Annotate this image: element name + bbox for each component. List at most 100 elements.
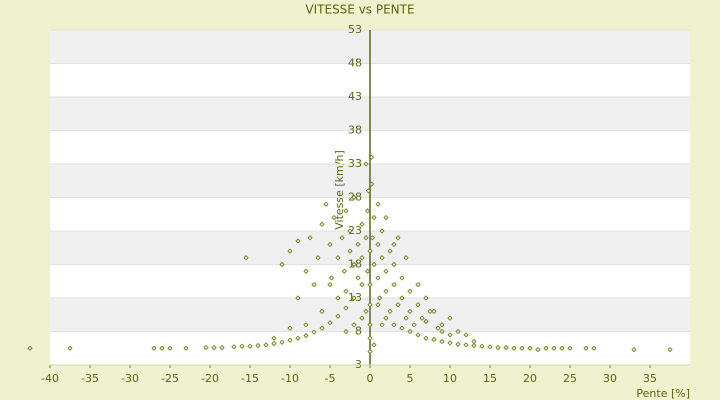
point: [391, 322, 397, 328]
point: [365, 188, 372, 194]
point: [551, 345, 557, 351]
point: [383, 268, 389, 274]
y-tick-label: 53: [348, 23, 362, 36]
chart-title: VITESSE vs PENTE: [305, 3, 414, 17]
point: [331, 214, 337, 221]
point: [247, 343, 253, 349]
point: [463, 342, 469, 348]
point: [279, 261, 285, 268]
point: [67, 345, 73, 351]
point: [351, 295, 357, 301]
point: [379, 228, 385, 234]
point: [375, 201, 381, 207]
point: [159, 345, 165, 351]
point: [415, 302, 421, 308]
point: [339, 235, 345, 241]
point: [503, 344, 509, 351]
point: [543, 345, 549, 351]
point: [399, 325, 405, 331]
y-tick-label: 23: [348, 224, 362, 237]
point: [559, 345, 565, 351]
x-tick-label: 5: [407, 372, 414, 385]
point: [423, 335, 429, 341]
point: [371, 214, 377, 221]
point: [379, 255, 385, 261]
point: [379, 322, 385, 328]
x-tick-label: 35: [643, 372, 657, 385]
y-tick-label: 33: [348, 157, 362, 170]
point: [363, 235, 369, 241]
point: [343, 208, 349, 214]
y-axis-label: Vitesse [km/h]: [333, 150, 346, 230]
point: [271, 335, 277, 341]
point: [364, 268, 371, 274]
point: [295, 295, 301, 301]
point: [368, 181, 375, 187]
point: [27, 345, 33, 351]
point: [327, 241, 333, 248]
point: [435, 325, 441, 331]
x-tick-label: -35: [81, 372, 99, 385]
point: [359, 221, 365, 227]
point: [415, 332, 421, 338]
point: [367, 281, 373, 288]
point: [403, 255, 409, 261]
x-tick-label: -30: [121, 372, 139, 385]
point: [487, 344, 493, 350]
point: [399, 295, 405, 301]
point: [395, 302, 401, 308]
point: [535, 346, 541, 353]
point: [447, 315, 453, 321]
point: [347, 248, 353, 254]
x-tick-label: -40: [41, 372, 59, 385]
point: [463, 332, 469, 338]
x-tick-label: -10: [281, 372, 299, 385]
point: [219, 344, 225, 351]
point: [239, 343, 245, 349]
point: [511, 345, 517, 351]
point: [351, 261, 357, 268]
point: [255, 342, 261, 349]
point: [407, 328, 413, 335]
point: [391, 261, 397, 268]
point: [447, 332, 453, 338]
point: [319, 325, 325, 331]
point: [447, 340, 453, 346]
point: [423, 295, 429, 301]
point: [371, 342, 377, 348]
x-tick-label: -15: [241, 372, 259, 385]
point: [364, 208, 371, 214]
point: [407, 288, 413, 294]
point: [367, 348, 373, 355]
point: [439, 322, 445, 328]
point: [211, 344, 217, 351]
point: [328, 275, 335, 281]
point: [343, 305, 349, 311]
point: [319, 308, 325, 315]
point: [355, 241, 361, 248]
point: [167, 345, 173, 351]
point: [427, 308, 433, 315]
point: [319, 221, 325, 227]
point: [387, 308, 393, 315]
point: [341, 268, 348, 274]
point: [631, 346, 637, 353]
point: [203, 344, 209, 351]
point: [395, 235, 401, 241]
point: [591, 345, 597, 351]
point: [367, 335, 373, 341]
point: [479, 343, 485, 349]
point: [303, 268, 309, 274]
point: [431, 308, 437, 315]
point: [399, 275, 405, 281]
x-tick-label: 25: [563, 372, 577, 385]
y-tick-label: 38: [348, 124, 362, 137]
point: [387, 248, 393, 254]
point: [287, 325, 293, 331]
point: [495, 344, 501, 351]
x-tick-label: -20: [201, 372, 219, 385]
point: [376, 295, 383, 301]
point: [279, 339, 285, 345]
point: [363, 161, 369, 167]
point: [415, 281, 421, 288]
